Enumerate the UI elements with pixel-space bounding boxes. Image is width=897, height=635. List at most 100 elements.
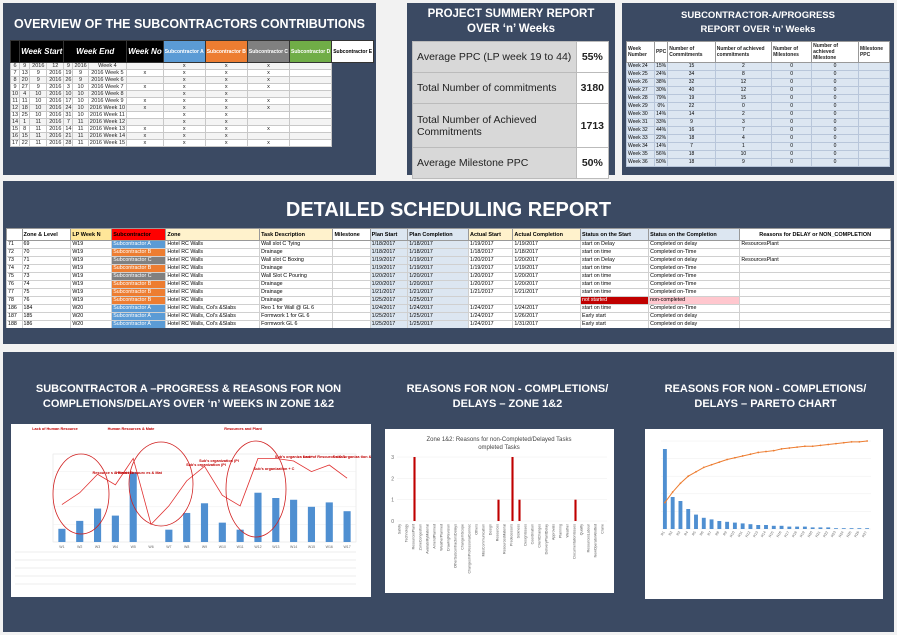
chart3-cumulative-point bbox=[819, 444, 822, 447]
progress-cell bbox=[857, 94, 891, 103]
progress-cell: 18 bbox=[667, 158, 716, 167]
detailed-cell: 1/24/2017 bbox=[468, 320, 514, 328]
detailed-header: Zone bbox=[165, 228, 261, 241]
chart2-title-text: Zone 1&2: Reasons for non-Completed/Dela… bbox=[427, 437, 572, 443]
detailed-cell: Subcontractor A bbox=[111, 312, 167, 321]
detailed-cell: 1/25/2017 bbox=[369, 312, 409, 321]
overview-cell: 7 bbox=[9, 69, 21, 77]
overview-cell bbox=[126, 118, 164, 126]
detailed-cell: Drainage bbox=[259, 288, 334, 297]
progress-cell: 0 bbox=[771, 78, 813, 87]
chart3-x-tick: R9 bbox=[722, 530, 728, 536]
overview-cell bbox=[126, 76, 164, 84]
overview-cell bbox=[289, 139, 333, 147]
detailed-header bbox=[6, 228, 23, 241]
overview-cell: 19 bbox=[63, 69, 74, 77]
progress-cell: Week 34 bbox=[626, 142, 655, 151]
progress-cell: 40 bbox=[667, 86, 716, 95]
detailed-header: Subcontractor bbox=[111, 228, 167, 241]
overview-cell: 11 bbox=[72, 125, 89, 133]
detailed-header: Actual Start bbox=[468, 228, 514, 241]
detailed-row: 78 76 W19 Subcontractor B Hotel RC Walls Drai… bbox=[6, 296, 891, 305]
chart2-x-tick: AmendPlanned bbox=[433, 524, 437, 549]
detailed-cell bbox=[332, 320, 371, 328]
detailed-cell: 1/21/2017 bbox=[512, 288, 582, 297]
chart3-x-tick: R18 bbox=[791, 530, 798, 538]
overview-cell: x bbox=[204, 104, 248, 112]
detailed-cell bbox=[332, 240, 371, 249]
overview-row: 17 22 11 2016 28 11 2016 Week 15 x x x x bbox=[9, 139, 374, 147]
progress-panel: SUBCONTRACTOR-A/PROGRESS REPORT OVER ‘n’… bbox=[622, 3, 894, 175]
chart3-x-tick: R5 bbox=[691, 530, 697, 536]
detailed-cell: Subcontractor B bbox=[111, 288, 167, 297]
overview-cell: 8 bbox=[19, 125, 31, 133]
detailed-sheet: Zone & Level LP Week N Subcontractor Zone Ta… bbox=[6, 228, 891, 328]
overview-cell: x bbox=[204, 139, 248, 147]
progress-cell: 0 bbox=[811, 62, 859, 71]
overview-cell: 10 bbox=[72, 111, 89, 119]
overview-cell: 17 bbox=[63, 97, 74, 105]
overview-cell: x bbox=[246, 97, 291, 105]
col-sub-c: Subcontractor C bbox=[246, 40, 291, 63]
overview-cell: x bbox=[162, 132, 206, 140]
detailed-cell: 1/19/2017 bbox=[407, 264, 470, 273]
detailed-row: 188 186 W20 Subcontractor A Hotel RC Walls, … bbox=[6, 320, 891, 328]
overview-cell: x bbox=[126, 83, 164, 91]
detailed-table: Zone & Level LP Week N Subcontractor Zone Ta… bbox=[6, 228, 891, 328]
overview-cell: 2016 Week 11 bbox=[87, 111, 128, 119]
detailed-row: 71 69 W19 Subcontractor A Hotel RC Walls Wall… bbox=[6, 240, 891, 249]
overview-cell: x bbox=[246, 76, 291, 84]
progress-header: PPC bbox=[653, 41, 669, 63]
chart3-x-tick: R10 bbox=[729, 530, 736, 538]
chart2-x-tick: ResourcesPlant bbox=[412, 524, 416, 549]
detailed-cell: Completed on delay bbox=[648, 320, 741, 328]
chart1-tick-label: W6 bbox=[148, 545, 153, 549]
chart3-x-tick: R2 bbox=[668, 530, 674, 536]
progress-cell bbox=[857, 70, 891, 79]
progress-cell: 0 bbox=[714, 102, 773, 111]
overview-cell: x bbox=[204, 97, 248, 105]
overview-cell: x bbox=[162, 90, 206, 98]
chart1-tick-label: W7 bbox=[166, 545, 171, 549]
detailed-cell: 1/24/2017 bbox=[468, 304, 514, 313]
detailed-cell: 73 bbox=[6, 256, 23, 265]
progress-cell bbox=[857, 62, 891, 71]
chart2-x-tick: ResourcesLabour bbox=[587, 523, 591, 552]
detailed-title: DETAILED SCHEDULING REPORT bbox=[285, 199, 612, 221]
overview-cell bbox=[246, 90, 291, 98]
chart3-x-tick: R15 bbox=[768, 530, 775, 538]
detailed-cell bbox=[739, 272, 891, 281]
overview-cell: 2016 bbox=[46, 97, 65, 105]
summary-row: Average Milestone PPC 50% bbox=[412, 147, 610, 179]
chart1-tick-label: W10 bbox=[219, 545, 226, 549]
overview-cell: x bbox=[162, 118, 206, 126]
overview-cell bbox=[289, 104, 333, 112]
detailed-cell bbox=[739, 264, 891, 273]
overview-cell: 12 bbox=[9, 104, 21, 112]
chart1-annotation: Sub's organization (Pl bbox=[186, 463, 226, 467]
detailed-cell: Drainage bbox=[259, 296, 334, 305]
summary-panel: PROJECT SUMMERY REPORT OVER ‘n’ Weeks Av… bbox=[407, 3, 615, 179]
chart2-bar bbox=[413, 457, 416, 521]
progress-cell: 15 bbox=[714, 94, 773, 103]
progress-cell: Week 28 bbox=[626, 94, 655, 103]
overview-cell: 2016 bbox=[46, 69, 65, 77]
chart3-bar bbox=[779, 525, 784, 529]
detailed-cell: 1/20/2017 bbox=[512, 256, 582, 265]
chart3-bar bbox=[717, 521, 722, 529]
col-sub-b: Subcontractor B bbox=[204, 40, 248, 63]
detailed-cell: Subcontractor B bbox=[111, 280, 167, 289]
overview-cell bbox=[126, 62, 164, 70]
progress-cell: Week 36 bbox=[626, 158, 655, 167]
detailed-cell: Wall slot C Boxing bbox=[259, 256, 334, 265]
chart1-bar bbox=[165, 529, 173, 542]
chart2-title-text-2: ompleted Tasks bbox=[478, 445, 520, 451]
overview-cell: 4 bbox=[19, 90, 31, 98]
overview-cell: Week 4 bbox=[87, 62, 128, 70]
chart1-tick-label: W13 bbox=[272, 545, 279, 549]
detailed-cell: 1/19/2017 bbox=[512, 264, 582, 273]
detailed-cell: W19 bbox=[70, 280, 113, 289]
detailed-cell: 1/24/2017 bbox=[512, 304, 582, 313]
detailed-cell: 1/20/2017 bbox=[468, 280, 514, 289]
